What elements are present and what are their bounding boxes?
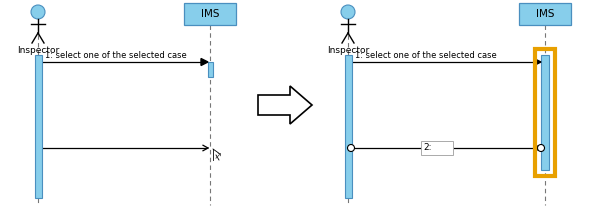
Bar [184, 3, 236, 25]
Text: Inspector: Inspector [327, 46, 369, 55]
Bar [344, 55, 352, 198]
Circle shape [341, 5, 355, 19]
Bar [208, 62, 213, 77]
Circle shape [347, 144, 355, 151]
Text: Inspector: Inspector [17, 46, 59, 55]
Bar [34, 55, 42, 198]
Bar [541, 55, 549, 170]
Text: 2:: 2: [423, 143, 432, 152]
Text: 1: select one of the selected case: 1: select one of the selected case [355, 51, 496, 60]
Text: IMS: IMS [536, 9, 554, 19]
Circle shape [538, 144, 544, 151]
Bar [519, 3, 571, 25]
Bar [535, 49, 555, 176]
Polygon shape [534, 144, 541, 151]
Bar [420, 141, 452, 155]
Text: 1: select one of the selected case: 1: select one of the selected case [45, 51, 187, 60]
Circle shape [31, 5, 45, 19]
Polygon shape [201, 59, 208, 66]
Polygon shape [258, 86, 312, 124]
Polygon shape [534, 59, 541, 66]
Text: ↗: ↗ [214, 151, 222, 161]
Text: IMS: IMS [201, 9, 219, 19]
